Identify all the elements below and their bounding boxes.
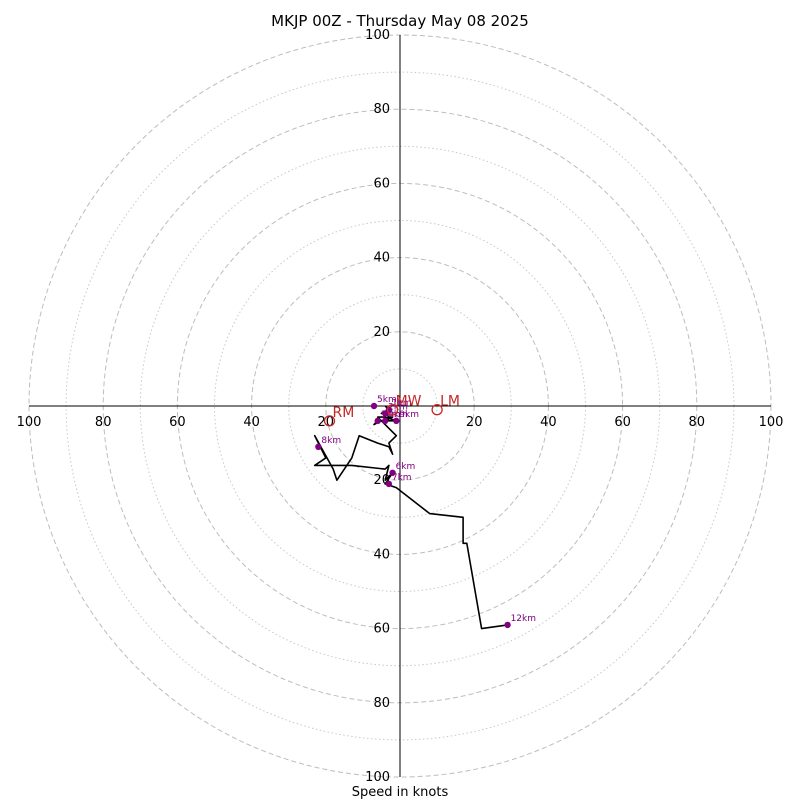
height-marker-2km	[381, 410, 389, 417]
y-tick-label: 60	[373, 176, 390, 191]
height-label-6km: 6km	[396, 462, 416, 472]
storm-motion-label-lm: LM	[440, 394, 460, 410]
x-tick-label: 40	[540, 415, 557, 430]
x-axis-label: Speed in knots	[352, 785, 449, 800]
y-tick-label-lower: 40	[373, 547, 390, 562]
storm-motion-mw	[386, 404, 399, 416]
height-marker-5km	[370, 402, 378, 410]
height-label-8km: 8km	[321, 436, 341, 446]
storm-motion-label-mw: MW	[396, 394, 422, 410]
height-marker-8km	[315, 443, 322, 451]
y-tick-label-lower: 80	[373, 696, 390, 711]
chart-title: MKJP 00Z - Thursday May 08 2025	[271, 12, 529, 30]
y-tick-label: 40	[373, 251, 390, 266]
height-marker-12km	[504, 621, 511, 629]
height-marker-7km	[385, 480, 393, 488]
height-label-9km: 9km	[399, 410, 419, 420]
height-marker-3km	[374, 417, 381, 425]
height-label-2km: 2km	[388, 402, 408, 412]
y-tick-label: 20	[373, 325, 390, 340]
storm-motions: RM LM MW	[323, 394, 460, 427]
height-label-12km: 12km	[511, 614, 536, 624]
x-tick-label: 60	[614, 415, 631, 430]
x-tick-label: 80	[95, 415, 112, 430]
x-tick-label: 20	[466, 415, 483, 430]
storm-motion-lm	[431, 404, 443, 416]
height-label-1km: 1km	[392, 399, 412, 409]
hodograph-line	[313, 405, 508, 630]
y-tick-label-lower: 60	[373, 622, 390, 637]
y-tick-label: 80	[373, 102, 390, 117]
x-tick-label: 60	[169, 415, 186, 430]
x-tick-label: 100	[759, 415, 784, 430]
height-label-7km: 7km	[392, 473, 412, 483]
axes	[29, 35, 771, 777]
height-label-4km: 4km	[388, 410, 408, 420]
storm-motion-label-rm: RM	[333, 405, 355, 421]
x-tick-label: 40	[243, 415, 260, 430]
height-marker-9km	[393, 417, 400, 425]
hodograph-trace	[313, 405, 508, 630]
height-marker-6km	[389, 469, 396, 476]
y-tick-label-lower: 100	[365, 770, 390, 785]
height-marker-4km	[381, 417, 389, 425]
storm-motion-rm	[323, 415, 336, 427]
y-tick-label: 100	[365, 28, 390, 43]
x-tick-label: 100	[17, 415, 42, 430]
x-tick-label: 80	[689, 415, 706, 430]
tick-labels: 100 80 60 40 20 20 40 60 80 100100806040202040608…	[17, 28, 784, 785]
height-label-5km: 5km	[377, 395, 397, 405]
